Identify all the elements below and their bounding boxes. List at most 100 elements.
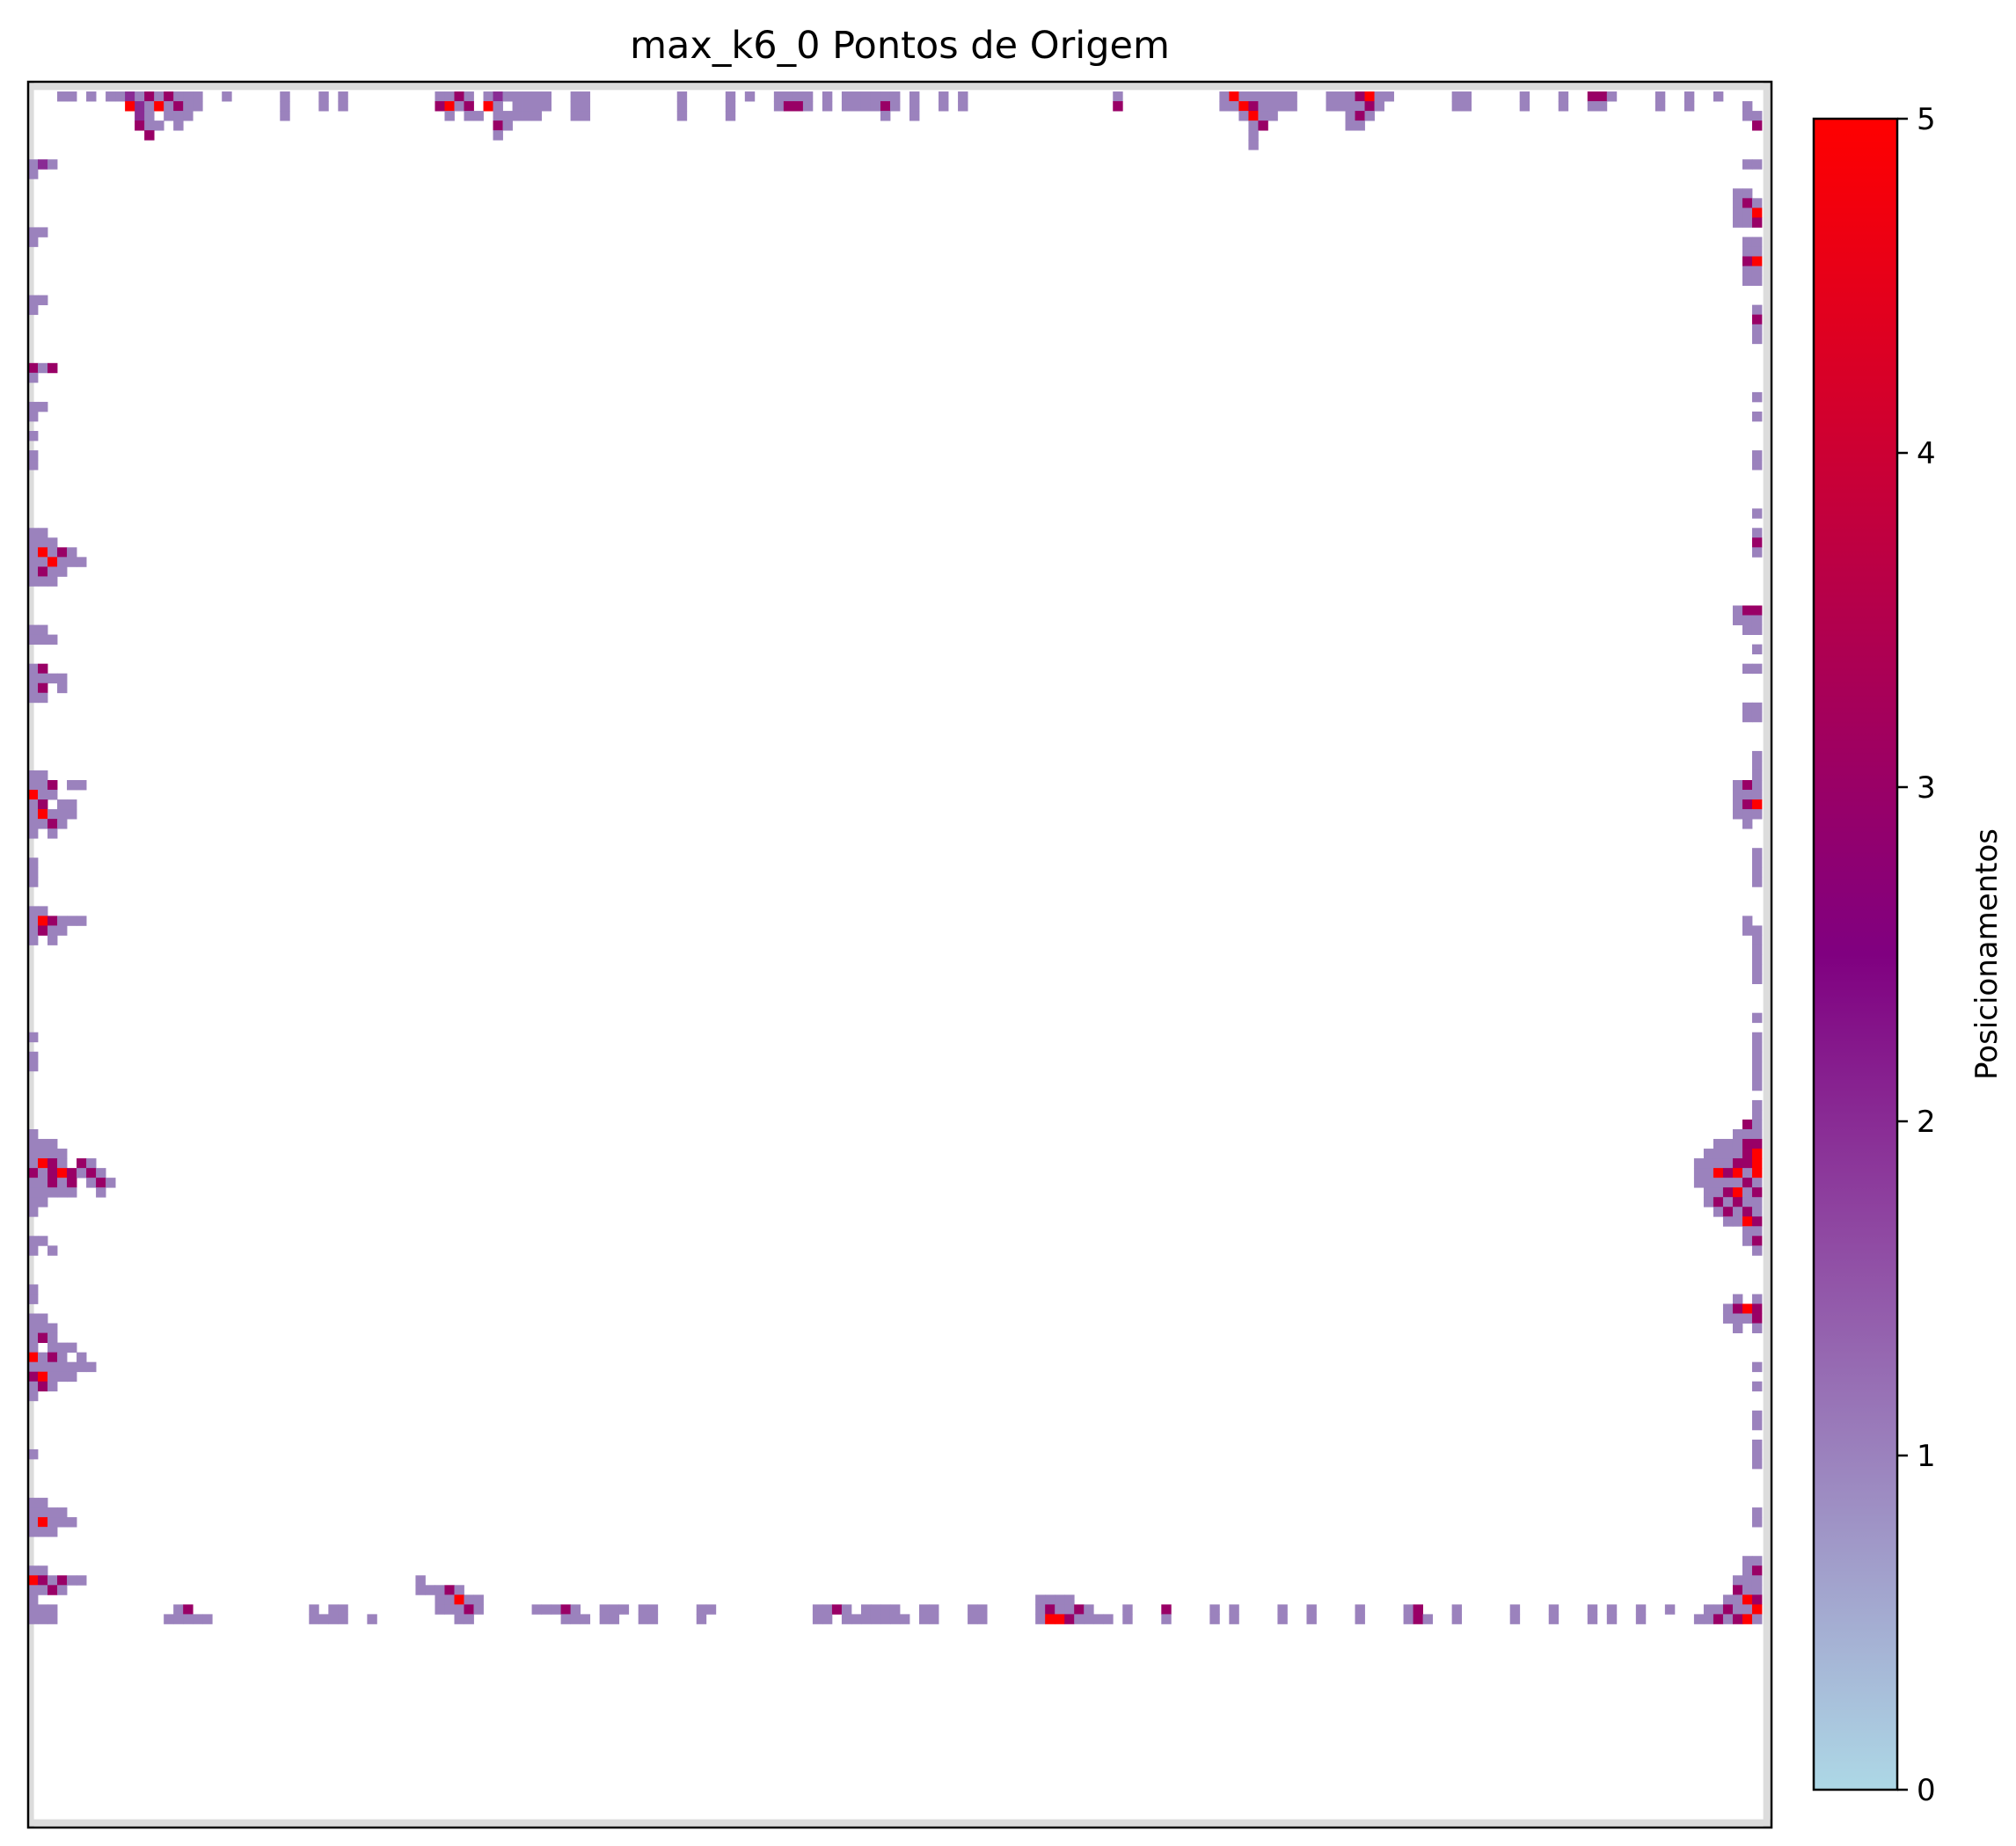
heatmap-cell <box>1742 188 1753 199</box>
heatmap-cell <box>1722 1614 1734 1624</box>
heatmap-cell <box>28 1575 39 1586</box>
heatmap-cell <box>86 1158 97 1169</box>
heatmap-cell <box>977 1614 988 1624</box>
heatmap-cell <box>28 857 39 868</box>
heatmap-cell <box>57 809 68 820</box>
heatmap-cell <box>1751 237 1763 247</box>
heatmap-cell <box>1751 450 1763 461</box>
heatmap-cell <box>28 362 39 374</box>
heatmap-cell <box>28 1032 39 1043</box>
heatmap-cell <box>67 1371 77 1383</box>
heatmap-cell <box>1751 945 1763 955</box>
heatmap-cell <box>38 1178 48 1188</box>
heatmap-cell <box>38 634 48 646</box>
heatmap-cell <box>28 576 39 587</box>
heatmap-cell <box>1064 1614 1075 1624</box>
heatmap-cell <box>889 91 901 102</box>
heatmap-cell <box>1035 1614 1046 1624</box>
heatmap-cell <box>609 1604 620 1615</box>
heatmap-cell <box>1113 101 1123 112</box>
heatmap-cell <box>1703 1197 1714 1208</box>
heatmap-cell <box>38 916 48 926</box>
heatmap-cell <box>773 91 785 102</box>
heatmap-cell <box>1742 711 1753 723</box>
heatmap-cell <box>1751 1507 1763 1518</box>
heatmap-cell <box>38 819 48 829</box>
heatmap-cell <box>1742 1236 1753 1246</box>
heatmap-cell <box>47 634 58 646</box>
heatmap-cell <box>1732 1323 1743 1333</box>
heatmap-cell <box>968 1614 978 1624</box>
heatmap-cell <box>28 1352 39 1363</box>
heatmap-cell <box>512 101 522 112</box>
heatmap-cell <box>1509 1614 1521 1624</box>
heatmap-cell <box>812 1614 823 1624</box>
heatmap-cell <box>454 1614 464 1624</box>
heatmap-cell <box>1713 1158 1724 1169</box>
heatmap-cell <box>28 692 39 704</box>
heatmap-cell <box>38 1614 48 1624</box>
heatmap-cell <box>1384 91 1394 102</box>
heatmap-cell <box>1703 1187 1714 1198</box>
heatmap-cell <box>28 1245 39 1256</box>
heatmap-cell <box>1751 877 1763 887</box>
colorbar-tick-label-1: 1 <box>1917 1439 1936 1474</box>
heatmap-cell <box>57 1158 68 1169</box>
heatmap-cell <box>67 1168 77 1178</box>
heatmap-cell <box>812 1604 823 1615</box>
heatmap-cell <box>1732 790 1743 800</box>
heatmap-cell <box>38 1507 48 1518</box>
heatmap-cell <box>880 1604 891 1615</box>
heatmap-cell <box>28 566 39 577</box>
heatmap-cell <box>822 91 833 102</box>
heatmap-cell <box>1751 1109 1763 1120</box>
heatmap-cell <box>28 906 39 916</box>
heatmap-cell <box>1703 1604 1714 1615</box>
heatmap-cell <box>1355 101 1365 112</box>
heatmap-cell <box>38 557 48 567</box>
heatmap-cell <box>1703 1168 1714 1178</box>
heatmap-cell <box>860 91 872 102</box>
heatmap-cell <box>28 1332 39 1344</box>
heatmap-cell <box>28 1527 39 1537</box>
heatmap-cell <box>1742 1149 1753 1159</box>
heatmap-cell <box>28 1381 39 1392</box>
heatmap-cell <box>1587 101 1598 112</box>
heatmap-cell <box>77 780 87 791</box>
heatmap-cell <box>909 111 920 121</box>
heatmap-cell <box>47 673 58 684</box>
heatmap-cell <box>57 682 68 694</box>
heatmap-cell <box>38 1527 48 1537</box>
heatmap-cell <box>435 1594 445 1605</box>
heatmap-cell <box>38 566 48 577</box>
heatmap-cell <box>183 91 194 102</box>
heatmap-cell <box>531 1604 542 1615</box>
heatmap-cell <box>38 295 48 306</box>
heatmap-cell <box>435 1604 445 1615</box>
heatmap-cell <box>880 101 891 112</box>
heatmap-cell <box>502 91 513 102</box>
heatmap-cell <box>47 576 58 587</box>
heatmap-cell <box>1074 1614 1085 1624</box>
heatmap-cell <box>1742 1158 1753 1169</box>
heatmap-cell <box>1732 1158 1743 1169</box>
heatmap-cell <box>47 1158 58 1169</box>
heatmap-cell <box>1238 101 1249 112</box>
heatmap-cell <box>154 101 164 112</box>
heatmap-cell <box>1751 1517 1763 1528</box>
heatmap-cell <box>193 1614 203 1624</box>
heatmap-cell <box>77 1575 87 1586</box>
heatmap-cell <box>47 790 58 800</box>
heatmap-cell <box>1751 780 1763 791</box>
heatmap-cell <box>38 790 48 800</box>
heatmap-cell <box>802 91 814 102</box>
heatmap-cell <box>1587 1604 1598 1615</box>
heatmap-cell <box>1258 120 1268 131</box>
heatmap-cell <box>1742 799 1753 810</box>
heatmap-cell <box>1606 91 1618 102</box>
heatmap-cell <box>580 111 591 121</box>
heatmap-cell <box>570 111 581 121</box>
heatmap-cell <box>28 1061 39 1072</box>
heatmap-cell <box>1751 275 1763 286</box>
heatmap-cell <box>725 91 736 102</box>
